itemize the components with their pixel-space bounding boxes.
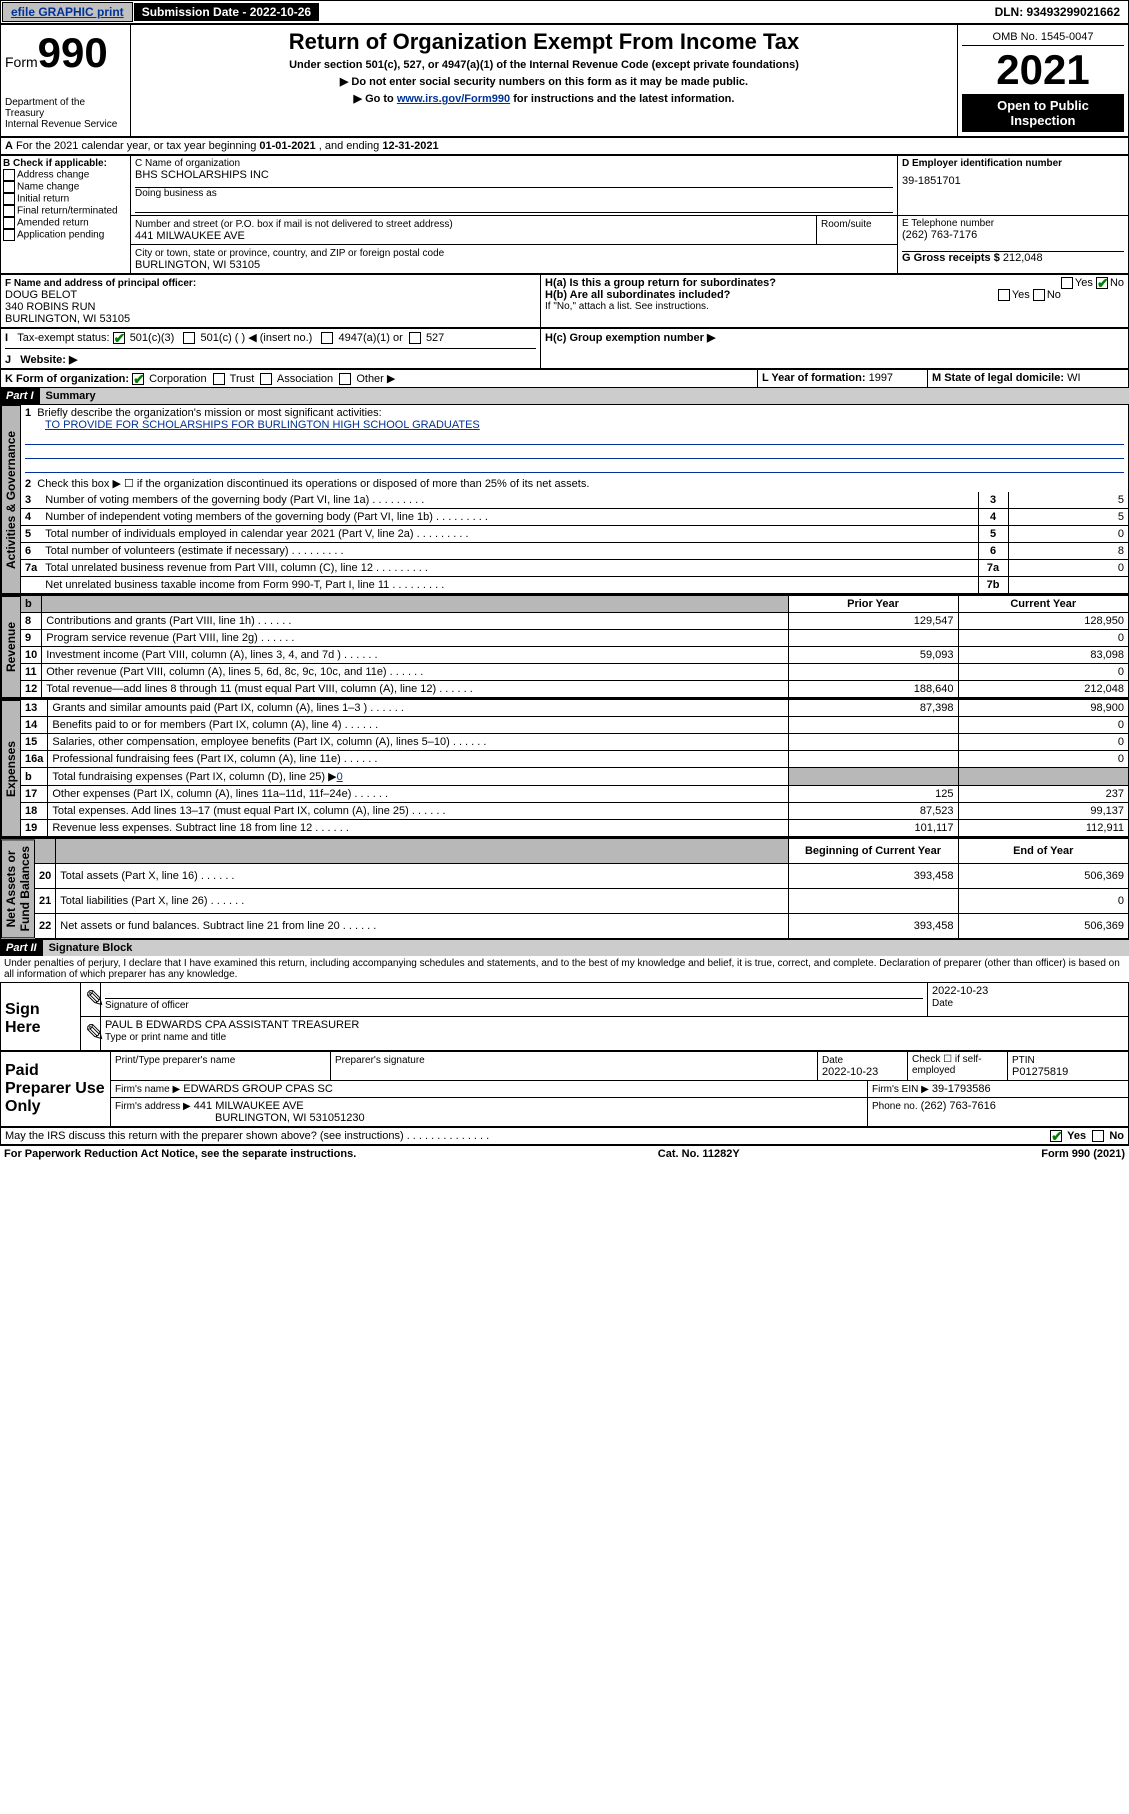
dept-label: Department of the Treasury Internal Reve…: [5, 97, 126, 130]
form-subtitle-1: Under section 501(c), 527, or 4947(a)(1)…: [139, 59, 949, 71]
part-i-body: Activities & Governance 1 Briefly descri…: [0, 404, 1129, 595]
omb-label: OMB No. 1545-0047: [962, 29, 1124, 46]
dln-label: DLN: 93493299021662: [987, 3, 1128, 21]
sign-here-label: Sign Here: [1, 983, 81, 1050]
expenses-table: 13Grants and similar amounts paid (Part …: [21, 700, 1128, 837]
top-bar: efile GRAPHIC print Submission Date - 20…: [0, 0, 1129, 24]
dba-value: [135, 199, 893, 213]
hb-label: H(b) Are all subordinates included?: [545, 289, 730, 301]
paid-preparer-label: Paid Preparer Use Only: [1, 1052, 111, 1126]
status-block: I Tax-exempt status: 501(c)(3) 501(c) ( …: [0, 328, 1129, 369]
phone-label: E Telephone number: [902, 218, 1124, 229]
hc-label: H(c) Group exemption number ▶: [545, 332, 715, 344]
tab-activities: Activities & Governance: [1, 405, 21, 594]
officer-city: BURLINGTON, WI 53105: [5, 313, 130, 325]
irs-link[interactable]: www.irs.gov/Form990: [397, 93, 510, 105]
tab-revenue: Revenue: [1, 596, 21, 698]
paid-preparer-block: Paid Preparer Use Only Print/Type prepar…: [0, 1051, 1129, 1127]
form-label: Form: [5, 54, 38, 70]
chk-initial[interactable]: Initial return: [17, 194, 69, 205]
l-label: L Year of formation:: [762, 372, 866, 384]
website-label: Website: ▶: [20, 354, 77, 366]
form-title: Return of Organization Exempt From Incom…: [139, 29, 949, 55]
sign-here-block: Sign Here ✎ Signature of officer 2022-10…: [0, 982, 1129, 1051]
l1-label: Briefly describe the organization's miss…: [37, 407, 381, 419]
ha-label: H(a) Is this a group return for subordin…: [545, 277, 776, 289]
netassets-block: Net Assets or Fund Balances Beginning of…: [0, 838, 1129, 939]
gross-value: 212,048: [1003, 252, 1043, 264]
officer-addr: 340 ROBINS RUN: [5, 301, 95, 313]
chk-name[interactable]: Name change: [17, 182, 79, 193]
open-inspection: Open to Public Inspection: [962, 94, 1124, 132]
chk-final[interactable]: Final return/terminated: [17, 206, 118, 217]
goto-post: for instructions and the latest informat…: [510, 93, 734, 105]
ein-value: 39-1851701: [902, 175, 1124, 187]
section-b-header: B Check if applicable:: [3, 158, 128, 169]
tax-status-label: Tax-exempt status:: [17, 332, 109, 344]
gov-table: 3Number of voting members of the governi…: [21, 492, 1128, 594]
addr-value: 441 MILWAUKEE AVE: [135, 230, 245, 242]
officer-block: F Name and address of principal officer:…: [0, 274, 1129, 328]
signer-name: PAUL B EDWARDS CPA ASSISTANT TREASURER: [105, 1019, 359, 1031]
ein-label: D Employer identification number: [902, 158, 1124, 169]
revenue-block: Revenue b Prior Year Current Year 8Contr…: [0, 595, 1129, 699]
l-value: 1997: [869, 372, 893, 384]
city-value: BURLINGTON, WI 53105: [135, 259, 260, 271]
officer-name: DOUG BELOT: [5, 289, 77, 301]
city-label: City or town, state or province, country…: [135, 248, 444, 259]
k-label: K Form of organization:: [5, 373, 129, 385]
m-label: M State of legal domicile:: [932, 372, 1064, 384]
org-name-label: C Name of organization: [135, 158, 893, 169]
addr-label: Number and street (or P.O. box if mail i…: [135, 219, 453, 230]
entity-block: B Check if applicable: Address change Na…: [0, 155, 1129, 274]
submission-date-label: Submission Date - 2022-10-26: [134, 3, 319, 21]
l2-text: Check this box ▶ ☐ if the organization d…: [37, 478, 589, 490]
org-name: BHS SCHOLARSHIPS INC: [135, 169, 893, 181]
org-form-block: K Form of organization: Corporation Trus…: [0, 369, 1129, 388]
tab-netassets: Net Assets or Fund Balances: [1, 839, 35, 938]
may-discuss: May the IRS discuss this return with the…: [0, 1127, 1129, 1145]
netassets-table: Beginning of Current Year End of Year 20…: [35, 839, 1128, 938]
officer-label: F Name and address of principal officer:: [5, 278, 196, 289]
hb-note: If "No," attach a list. See instructions…: [545, 301, 1124, 312]
l1-value: TO PROVIDE FOR SCHOLARSHIPS FOR BURLINGT…: [45, 419, 480, 431]
gross-label: G Gross receipts $: [902, 252, 1000, 264]
dba-label: Doing business as: [135, 188, 893, 199]
part-ii-header: Part II Signature Block: [0, 940, 1129, 956]
m-value: WI: [1067, 372, 1080, 384]
form-header: Form990 Department of the Treasury Inter…: [0, 24, 1129, 137]
chk-pending[interactable]: Application pending: [17, 230, 104, 241]
part-i-header: Part I Summary: [0, 388, 1129, 404]
line-a: A For the 2021 calendar year, or tax yea…: [0, 137, 1129, 155]
page-footer: For Paperwork Reduction Act Notice, see …: [0, 1145, 1129, 1162]
form-subtitle-2: ▶ Do not enter social security numbers o…: [139, 75, 949, 88]
form-number: 990: [38, 29, 108, 76]
phone-value: (262) 763-7176: [902, 229, 1124, 241]
expenses-block: Expenses 13Grants and similar amounts pa…: [0, 699, 1129, 838]
sig-declaration: Under penalties of perjury, I declare th…: [0, 956, 1129, 982]
chk-address[interactable]: Address change: [17, 170, 89, 181]
tax-year: 2021: [962, 46, 1124, 94]
room-label: Room/suite: [821, 219, 872, 230]
efile-print-button[interactable]: efile GRAPHIC print: [2, 2, 133, 22]
tab-expenses: Expenses: [1, 700, 21, 837]
revenue-table: b Prior Year Current Year 8Contributions…: [21, 596, 1128, 698]
goto-pre: ▶ Go to: [354, 93, 397, 105]
chk-amended[interactable]: Amended return: [17, 218, 89, 229]
